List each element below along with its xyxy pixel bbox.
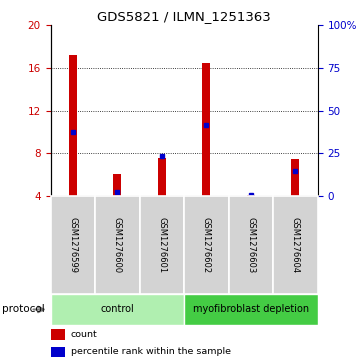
Bar xyxy=(51,294,184,325)
Bar xyxy=(140,196,184,294)
Bar xyxy=(291,159,299,196)
Bar xyxy=(184,196,229,294)
Title: GDS5821 / ILMN_1251363: GDS5821 / ILMN_1251363 xyxy=(97,10,271,23)
Text: protocol: protocol xyxy=(2,305,44,314)
Bar xyxy=(273,196,318,294)
Bar xyxy=(51,196,95,294)
Text: GSM1276604: GSM1276604 xyxy=(291,217,300,273)
Bar xyxy=(113,174,121,196)
Bar xyxy=(69,55,77,196)
Text: control: control xyxy=(100,305,134,314)
Bar xyxy=(229,196,273,294)
Bar xyxy=(51,329,65,340)
Text: count: count xyxy=(71,330,97,339)
Text: GSM1276602: GSM1276602 xyxy=(202,217,211,273)
Bar xyxy=(158,158,166,196)
Text: GSM1276603: GSM1276603 xyxy=(247,217,255,273)
Text: GSM1276599: GSM1276599 xyxy=(68,217,77,273)
Bar xyxy=(203,63,210,196)
Bar xyxy=(184,294,318,325)
Text: GSM1276601: GSM1276601 xyxy=(157,217,166,273)
Text: GSM1276600: GSM1276600 xyxy=(113,217,122,273)
Text: myofibroblast depletion: myofibroblast depletion xyxy=(193,305,309,314)
Bar xyxy=(95,196,140,294)
Bar xyxy=(51,347,65,357)
Text: percentile rank within the sample: percentile rank within the sample xyxy=(71,347,231,356)
